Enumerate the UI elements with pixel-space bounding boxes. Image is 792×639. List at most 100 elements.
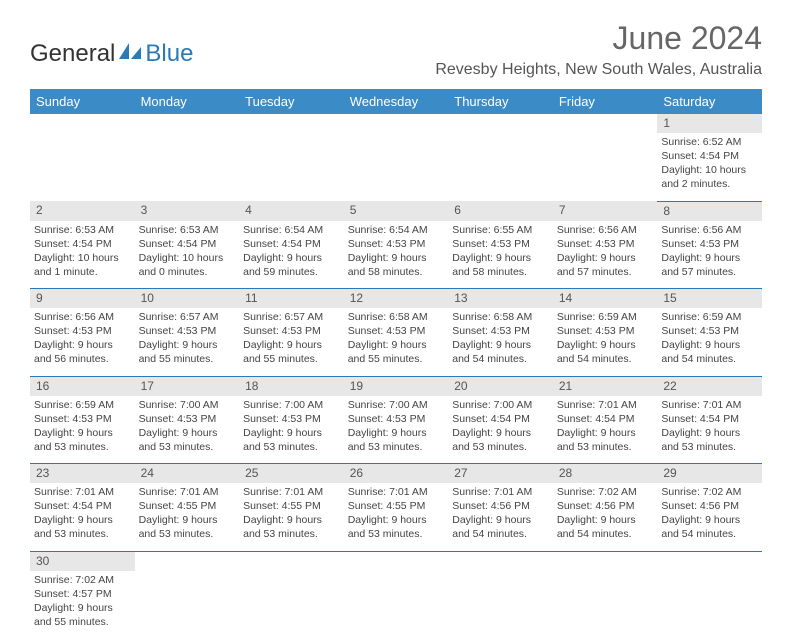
- sunset-text: Sunset: 4:55 PM: [348, 500, 445, 513]
- day-number: 7: [553, 201, 658, 221]
- sunset-text: Sunset: 4:54 PM: [34, 238, 131, 251]
- sunset-text: Sunset: 4:53 PM: [243, 413, 340, 426]
- day-cell: Sunrise: 6:56 AMSunset: 4:53 PMDaylight:…: [30, 308, 135, 376]
- page-title: June 2024: [435, 20, 762, 57]
- day-number: 28: [553, 464, 658, 484]
- day1-text: Daylight: 9 hours: [243, 339, 340, 352]
- day1-text: Daylight: 9 hours: [557, 427, 654, 440]
- sunrise-text: Sunrise: 6:57 AM: [139, 311, 236, 324]
- day-number: 25: [239, 464, 344, 484]
- day-cell: Sunrise: 6:58 AMSunset: 4:53 PMDaylight:…: [448, 308, 553, 376]
- day1-text: Daylight: 10 hours: [139, 252, 236, 265]
- day-header: Sunday: [30, 89, 135, 114]
- day-number-row: 30: [30, 551, 762, 571]
- day-cell: Sunrise: 7:00 AMSunset: 4:53 PMDaylight:…: [344, 396, 449, 464]
- day-content-row: Sunrise: 7:01 AMSunset: 4:54 PMDaylight:…: [30, 483, 762, 551]
- sunset-text: Sunset: 4:53 PM: [139, 413, 236, 426]
- day-number: [135, 551, 240, 571]
- sunrise-text: Sunrise: 7:00 AM: [348, 399, 445, 412]
- day2-text: and 54 minutes.: [557, 353, 654, 366]
- day-number: 19: [344, 376, 449, 396]
- sunrise-text: Sunrise: 6:53 AM: [34, 224, 131, 237]
- sunrise-text: Sunrise: 6:56 AM: [34, 311, 131, 324]
- day1-text: Daylight: 9 hours: [243, 427, 340, 440]
- day2-text: and 59 minutes.: [243, 266, 340, 279]
- day2-text: and 53 minutes.: [139, 528, 236, 541]
- day-number: 16: [30, 376, 135, 396]
- sunset-text: Sunset: 4:53 PM: [34, 325, 131, 338]
- day1-text: Daylight: 9 hours: [452, 514, 549, 527]
- day1-text: Daylight: 9 hours: [557, 514, 654, 527]
- day2-text: and 54 minutes.: [661, 528, 758, 541]
- sunset-text: Sunset: 4:53 PM: [661, 325, 758, 338]
- sunset-text: Sunset: 4:53 PM: [243, 325, 340, 338]
- day1-text: Daylight: 9 hours: [34, 602, 131, 615]
- day1-text: Daylight: 9 hours: [243, 252, 340, 265]
- day2-text: and 55 minutes.: [139, 353, 236, 366]
- day-number: 27: [448, 464, 553, 484]
- day1-text: Daylight: 10 hours: [34, 252, 131, 265]
- sunset-text: Sunset: 4:54 PM: [661, 150, 758, 163]
- day-cell: [239, 133, 344, 201]
- day-number: 30: [30, 551, 135, 571]
- day-content-row: Sunrise: 7:02 AMSunset: 4:57 PMDaylight:…: [30, 571, 762, 639]
- sunrise-text: Sunrise: 6:59 AM: [34, 399, 131, 412]
- sunrise-text: Sunrise: 7:01 AM: [243, 486, 340, 499]
- day-cell: [239, 571, 344, 639]
- day1-text: Daylight: 9 hours: [243, 514, 340, 527]
- sunrise-text: Sunrise: 7:02 AM: [34, 574, 131, 587]
- sunrise-text: Sunrise: 6:58 AM: [348, 311, 445, 324]
- day-cell: Sunrise: 6:56 AMSunset: 4:53 PMDaylight:…: [553, 221, 658, 289]
- sunset-text: Sunset: 4:54 PM: [139, 238, 236, 251]
- day1-text: Daylight: 9 hours: [34, 427, 131, 440]
- sunset-text: Sunset: 4:53 PM: [34, 413, 131, 426]
- day-number: 14: [553, 289, 658, 309]
- day-cell: Sunrise: 7:01 AMSunset: 4:54 PMDaylight:…: [657, 396, 762, 464]
- day1-text: Daylight: 9 hours: [34, 339, 131, 352]
- day1-text: Daylight: 9 hours: [557, 252, 654, 265]
- calendar-body: 1Sunrise: 6:52 AMSunset: 4:54 PMDaylight…: [30, 114, 762, 639]
- day2-text: and 58 minutes.: [452, 266, 549, 279]
- day-cell: Sunrise: 7:01 AMSunset: 4:54 PMDaylight:…: [553, 396, 658, 464]
- sunset-text: Sunset: 4:53 PM: [348, 325, 445, 338]
- day-cell: Sunrise: 7:02 AMSunset: 4:56 PMDaylight:…: [657, 483, 762, 551]
- day-cell: Sunrise: 6:53 AMSunset: 4:54 PMDaylight:…: [30, 221, 135, 289]
- sunrise-text: Sunrise: 6:55 AM: [452, 224, 549, 237]
- day1-text: Daylight: 9 hours: [34, 514, 131, 527]
- day-cell: [135, 133, 240, 201]
- day-number: 29: [657, 464, 762, 484]
- sunrise-text: Sunrise: 7:01 AM: [34, 486, 131, 499]
- day-cell: Sunrise: 6:54 AMSunset: 4:53 PMDaylight:…: [344, 221, 449, 289]
- sunset-text: Sunset: 4:53 PM: [348, 238, 445, 251]
- sunrise-text: Sunrise: 7:00 AM: [243, 399, 340, 412]
- logo-text-1: General: [30, 40, 115, 68]
- sunset-text: Sunset: 4:54 PM: [557, 413, 654, 426]
- day2-text: and 53 minutes.: [243, 441, 340, 454]
- sunset-text: Sunset: 4:54 PM: [34, 500, 131, 513]
- sunset-text: Sunset: 4:53 PM: [557, 238, 654, 251]
- day-cell: Sunrise: 6:58 AMSunset: 4:53 PMDaylight:…: [344, 308, 449, 376]
- day1-text: Daylight: 9 hours: [348, 514, 445, 527]
- day-number-row: 2345678: [30, 201, 762, 221]
- day-cell: Sunrise: 6:59 AMSunset: 4:53 PMDaylight:…: [30, 396, 135, 464]
- sunset-text: Sunset: 4:53 PM: [661, 238, 758, 251]
- day-number: [657, 551, 762, 571]
- day-number: [553, 551, 658, 571]
- day-cell: Sunrise: 7:00 AMSunset: 4:53 PMDaylight:…: [239, 396, 344, 464]
- day1-text: Daylight: 9 hours: [452, 427, 549, 440]
- day-cell: Sunrise: 7:02 AMSunset: 4:57 PMDaylight:…: [30, 571, 135, 639]
- day2-text: and 0 minutes.: [139, 266, 236, 279]
- day-number: [135, 114, 240, 133]
- sunrise-text: Sunrise: 6:52 AM: [661, 136, 758, 149]
- sunrise-text: Sunrise: 7:01 AM: [557, 399, 654, 412]
- day-number: [553, 114, 658, 133]
- day1-text: Daylight: 10 hours: [661, 164, 758, 177]
- day2-text: and 57 minutes.: [661, 266, 758, 279]
- day-cell: [135, 571, 240, 639]
- sunrise-text: Sunrise: 7:00 AM: [139, 399, 236, 412]
- sunset-text: Sunset: 4:57 PM: [34, 588, 131, 601]
- day-header: Tuesday: [239, 89, 344, 114]
- day2-text: and 54 minutes.: [557, 528, 654, 541]
- day2-text: and 54 minutes.: [452, 528, 549, 541]
- sunset-text: Sunset: 4:54 PM: [661, 413, 758, 426]
